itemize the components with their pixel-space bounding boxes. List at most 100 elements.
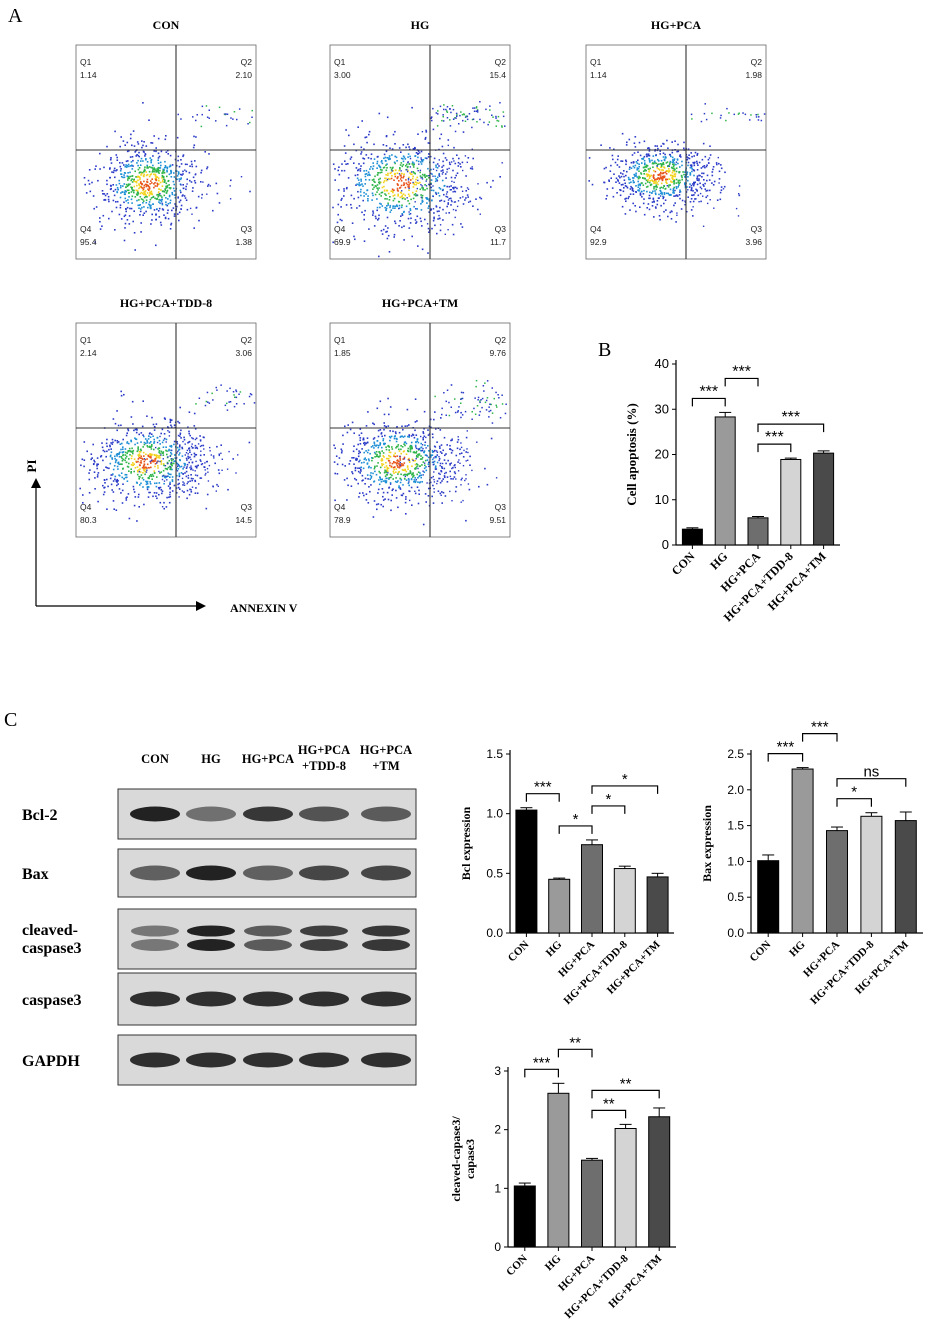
quadrant-label: Q1 (80, 57, 92, 67)
flow-dot (693, 194, 695, 196)
flow-dot (129, 454, 131, 456)
flow-dot (382, 144, 385, 146)
flow-dot (410, 171, 413, 173)
flow-dot (625, 185, 628, 188)
flow-dot (195, 465, 197, 467)
flow-dot (162, 168, 164, 171)
flow-dot (103, 166, 105, 169)
flow-dot (200, 460, 202, 462)
flow-dot (403, 182, 405, 184)
flow-dot (151, 460, 154, 463)
flow-dot (170, 170, 172, 172)
flow-dot (643, 173, 645, 175)
flow-dot (84, 183, 86, 186)
flow-dot (399, 461, 401, 464)
flow-dot (156, 183, 159, 186)
flow-dot (162, 451, 165, 453)
flow-dot (642, 170, 645, 172)
flow-dot (384, 159, 387, 162)
flow-dot (132, 485, 135, 488)
flow-dot (757, 119, 760, 121)
flow-dot (416, 194, 418, 196)
flow-dot (388, 157, 391, 159)
flow-dot (393, 236, 395, 238)
flow-dot (442, 164, 445, 167)
flow-dot (705, 196, 707, 199)
flow-dot (169, 187, 172, 190)
flow-dot (653, 185, 656, 188)
flow-dot (131, 455, 133, 457)
flow-dot (150, 204, 152, 207)
flow-dot (139, 484, 141, 486)
flow-dot (181, 477, 184, 480)
flow-dot (136, 176, 139, 178)
flow-dot (465, 115, 467, 117)
flow-dot (687, 196, 689, 198)
flow-dot (655, 185, 657, 188)
flow-dot (178, 475, 181, 478)
flow-dot (363, 214, 365, 216)
flow-dot (430, 117, 432, 119)
flow-dot (375, 445, 377, 447)
flow-dot (166, 189, 169, 192)
flow-dot (387, 444, 390, 447)
flow-dot (672, 169, 674, 172)
significance-bracket (802, 733, 838, 742)
flow-dot (648, 148, 651, 151)
flow-dot (742, 112, 744, 114)
flow-dot (436, 482, 438, 485)
flow-dot (364, 183, 366, 185)
flow-dot (220, 444, 222, 446)
flow-dot (392, 466, 395, 469)
flow-dot (437, 218, 439, 220)
flow-dot (159, 169, 161, 172)
flow-dot (127, 177, 129, 180)
flow-dot (464, 155, 467, 157)
flow-dot (441, 480, 443, 482)
flow-dot (672, 178, 674, 180)
flow-dot (638, 175, 640, 178)
lane-label-line2: +TDD-8 (302, 759, 346, 773)
flow-dot (137, 470, 139, 473)
flow-dot (455, 209, 457, 212)
flow-dot (368, 130, 371, 133)
flow-dot (393, 194, 396, 196)
flow-dot (217, 469, 220, 471)
flow-dot (190, 458, 192, 461)
flow-dot (414, 463, 417, 466)
flow-dot (366, 189, 369, 191)
flow-dot (167, 198, 169, 200)
quadrant-label: Q2 (495, 335, 507, 345)
flow-dot (144, 183, 147, 186)
flow-dot (113, 508, 115, 510)
flow-dot (619, 194, 622, 197)
flow-dot (422, 447, 424, 450)
flow-dot (370, 166, 372, 168)
flow-dot (149, 456, 152, 459)
flow-dot (408, 176, 410, 179)
flow-dot (673, 164, 675, 166)
flow-dot (446, 106, 449, 108)
flow-dot (343, 188, 345, 190)
flow-dot (356, 174, 359, 176)
flow-dot (143, 186, 145, 189)
flow-dot (110, 442, 112, 444)
flow-dot (341, 463, 344, 466)
flow-dot (499, 417, 502, 419)
flow-dot (367, 195, 369, 197)
flow-dot (724, 171, 726, 174)
flow-dot (706, 195, 709, 197)
flow-dot (720, 114, 722, 117)
flow-dot (355, 448, 358, 451)
flow-dot (421, 225, 423, 227)
flow-dot (405, 479, 408, 481)
flow-dot (400, 494, 403, 496)
flow-dot (119, 165, 122, 168)
flow-dot (696, 175, 699, 177)
flow-dot (378, 255, 380, 258)
flow-dot (126, 189, 129, 192)
y-axis-label: cleaved-capase3/ (449, 1116, 463, 1202)
flow-dot (365, 425, 368, 427)
flow-dot (198, 219, 200, 222)
